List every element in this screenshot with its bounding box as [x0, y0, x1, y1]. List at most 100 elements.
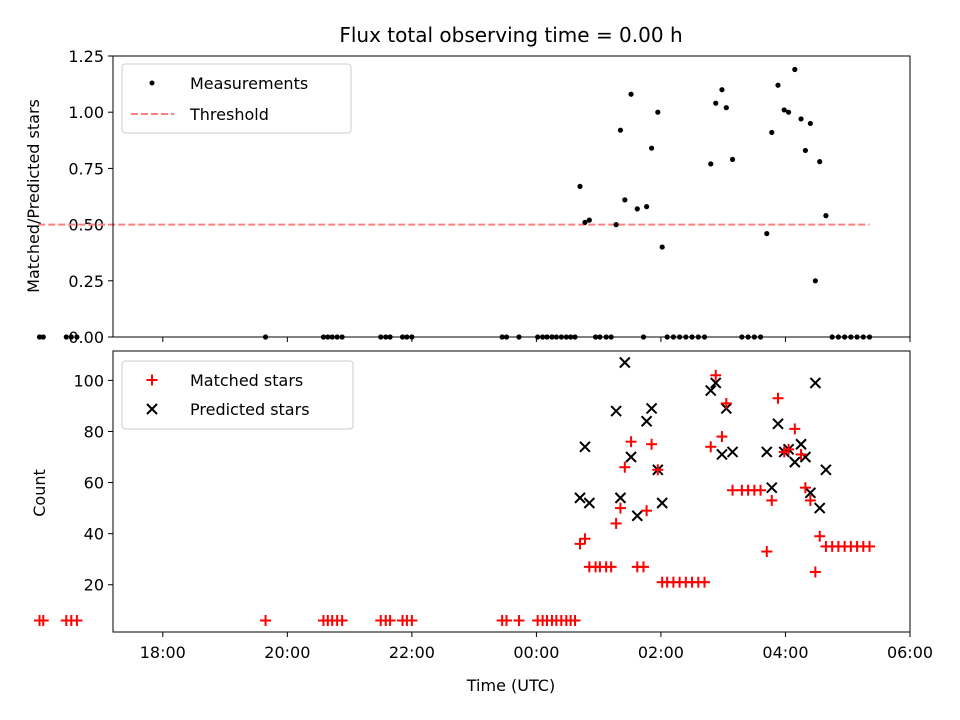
measurement-point — [577, 183, 583, 189]
predicted-star-point — [710, 377, 722, 389]
matched-star-point — [809, 566, 821, 578]
matched-star-point — [37, 615, 49, 627]
measurement-point — [798, 116, 804, 122]
predicted-star-point — [716, 448, 728, 461]
measurement-point — [74, 334, 80, 340]
predicted-star-point — [804, 487, 817, 499]
measurement-point — [36, 334, 43, 340]
measurement-point — [823, 213, 829, 219]
matched-star-point — [799, 482, 811, 494]
top-y-tick-label: 1.25 — [68, 47, 104, 66]
matched-star-point — [864, 540, 876, 552]
predicted-star-point — [610, 405, 622, 417]
predicted-star-point — [809, 377, 822, 389]
chart-title: Flux total observing time = 0.00 h — [339, 23, 682, 47]
matched-star-point — [795, 448, 807, 460]
measurement-point — [63, 334, 69, 340]
bottom-y-tick-label: 20 — [84, 576, 104, 595]
measurement-point — [729, 156, 736, 163]
legend-predicted-label: Predicted stars — [190, 400, 310, 419]
legend-measurements-label: Measurements — [190, 74, 308, 93]
predicted-star-point — [583, 497, 596, 509]
measurement-point — [617, 127, 624, 133]
matched-star-point — [574, 538, 586, 550]
measurement-point — [582, 219, 588, 225]
measurement-point — [634, 206, 640, 212]
matched-star-point — [579, 533, 591, 545]
predicted-star-point — [772, 418, 784, 430]
measurement-point — [812, 278, 818, 284]
matched-star-point — [699, 576, 711, 588]
predicted-star-point — [795, 438, 807, 450]
bottom-y-tick-label: 100 — [73, 371, 104, 390]
x-axis-label: Time (UTC) — [466, 676, 555, 695]
matched-star-point — [619, 461, 631, 473]
matched-star-point — [569, 615, 581, 627]
matched-star-point — [710, 369, 722, 381]
bottom-y-tick-label: 60 — [84, 474, 104, 493]
matched-star-point — [614, 502, 626, 514]
legend-matched-label: Matched stars — [190, 371, 303, 390]
measurement-point — [644, 204, 650, 210]
matched-star-point — [638, 561, 650, 573]
predicted-star-point — [579, 441, 591, 453]
measurement-point — [764, 230, 770, 237]
predicted-star-point — [645, 402, 658, 415]
measurement-point — [775, 82, 781, 88]
predicted-star-point — [789, 456, 801, 468]
matched-star-point — [772, 392, 784, 404]
matched-star-point — [761, 546, 773, 558]
predicted-star-point — [761, 446, 773, 458]
x-tick-label: 22:00 — [389, 643, 435, 662]
matched-star-point — [727, 484, 739, 496]
count-legend: Matched stars Predicted stars — [121, 360, 354, 430]
top-y-tick-label: 1.00 — [68, 103, 104, 122]
measurement-point — [613, 222, 619, 228]
measurement-point — [40, 334, 46, 340]
legend-matched-marker — [146, 374, 158, 386]
x-tick-label: 02:00 — [638, 643, 684, 662]
measurement-point — [68, 334, 74, 340]
ratio-panel: 0.00 0.25 0.50 0.75 1.00 1.25 — [36, 47, 911, 347]
y-axis-label-count: Count — [30, 469, 49, 517]
count-panel-frame — [112, 350, 911, 633]
matched-star-point — [755, 484, 767, 496]
matched-star-point — [501, 615, 513, 627]
measurement-point — [713, 100, 719, 106]
matched-star-point — [384, 615, 396, 627]
predicted-star-point — [820, 464, 832, 476]
measurement-point — [817, 159, 823, 165]
predicted-star-point — [726, 446, 739, 458]
matched-star-point — [610, 517, 622, 529]
matched-star-point — [336, 615, 348, 627]
measurement-point — [785, 109, 792, 115]
predicted-star-point — [614, 492, 627, 504]
legend-predicted-marker — [146, 403, 158, 415]
matched-star-point — [783, 443, 795, 455]
predicted-star-point — [631, 510, 643, 522]
legend-frame — [121, 63, 352, 134]
measurement-point — [622, 197, 628, 203]
matched-star-point — [71, 615, 83, 627]
matched-star-point — [605, 561, 617, 573]
matched-star-point — [513, 615, 525, 627]
measurement-point — [769, 129, 775, 136]
measurement-point — [781, 107, 787, 113]
legend-threshold-label: Threshold — [189, 105, 269, 124]
predicted-star-point — [625, 451, 637, 463]
ratio-legend: Measurements Threshold — [121, 63, 352, 134]
top-y-tick-label: 0.50 — [68, 216, 104, 235]
bottom-y-tick-label: 80 — [84, 422, 104, 441]
matched-star-point — [625, 436, 637, 448]
measurement-point — [708, 161, 714, 167]
legend-frame — [121, 360, 354, 430]
predicted-star-point — [656, 497, 668, 509]
legend-measurements-marker — [149, 80, 155, 86]
measurement-point — [807, 120, 813, 127]
matched-star-point — [646, 438, 658, 450]
x-tick-label: 18:00 — [140, 643, 186, 662]
matched-star-point — [260, 615, 272, 627]
x-tick-label: 20:00 — [264, 643, 310, 662]
measurement-point — [719, 87, 725, 93]
